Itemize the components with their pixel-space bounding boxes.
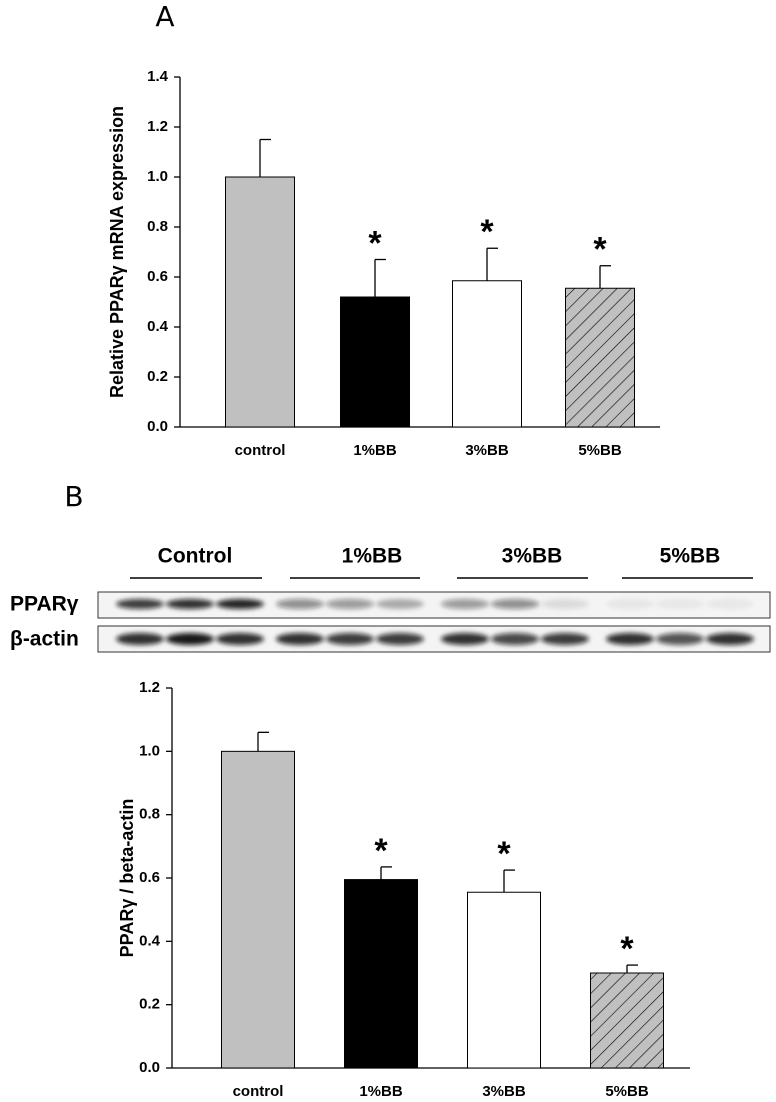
y-tick-label: 0.8 xyxy=(139,806,160,823)
band xyxy=(441,599,489,609)
y-tick-label: 0.0 xyxy=(147,418,168,435)
y-tick-label: 0.6 xyxy=(147,268,168,285)
group-label: Control xyxy=(158,545,233,568)
band xyxy=(276,633,324,645)
bar xyxy=(590,972,664,1069)
y-tick-label: 0.4 xyxy=(147,318,169,335)
band xyxy=(326,633,374,645)
significance-mark: * xyxy=(593,231,607,269)
band xyxy=(491,599,539,609)
band xyxy=(541,633,589,645)
band xyxy=(376,599,424,609)
band xyxy=(706,633,754,645)
x-tick-label: 5%BB xyxy=(605,1083,649,1100)
y-axis-label: Relative PPARγ mRNA expression xyxy=(107,106,127,398)
band xyxy=(491,633,539,645)
row-label: β-actin xyxy=(10,628,79,651)
band xyxy=(216,633,264,645)
x-tick-label: control xyxy=(233,1083,284,1100)
x-tick-label: control xyxy=(235,442,286,459)
x-tick-label: 1%BB xyxy=(353,442,397,459)
band xyxy=(706,599,754,609)
bar xyxy=(467,891,541,1069)
group-label: 3%BB xyxy=(502,545,563,568)
x-tick-label: 1%BB xyxy=(359,1083,403,1100)
band xyxy=(606,599,654,609)
band xyxy=(276,599,324,609)
band xyxy=(116,633,164,645)
band xyxy=(656,633,704,645)
band xyxy=(166,633,214,645)
bar xyxy=(221,750,295,1069)
bar xyxy=(565,287,635,428)
band xyxy=(326,599,374,609)
band xyxy=(441,633,489,645)
significance-mark: * xyxy=(480,213,494,251)
y-tick-label: 1.2 xyxy=(147,118,168,135)
group-label: 5%BB xyxy=(660,545,721,568)
band xyxy=(216,599,264,609)
significance-mark: * xyxy=(368,224,382,262)
significance-mark: * xyxy=(620,930,634,968)
band xyxy=(376,633,424,645)
y-tick-label: 0.0 xyxy=(139,1059,160,1076)
blot: Control 1%BB 3%BB 5%BB PPARγ β-actin xyxy=(10,545,771,653)
y-tick-label: 0.2 xyxy=(139,996,160,1013)
significance-mark: * xyxy=(497,835,511,873)
x-tick-label: 3%BB xyxy=(465,442,509,459)
y-tick-label: 1.0 xyxy=(139,742,160,759)
x-tick-label: 5%BB xyxy=(578,442,622,459)
panel-label: A xyxy=(155,0,174,33)
bar xyxy=(340,296,410,428)
bar xyxy=(225,176,295,428)
band xyxy=(166,599,214,609)
band xyxy=(606,633,654,645)
y-tick-label: 0.2 xyxy=(147,368,168,385)
panel-label: B xyxy=(64,480,83,513)
row-label: PPARγ xyxy=(10,593,79,616)
y-tick-label: 0.4 xyxy=(139,932,161,949)
y-axis-label: PPARγ / beta-actin xyxy=(117,799,137,958)
significance-mark: * xyxy=(374,832,388,870)
y-tick-label: 0.6 xyxy=(139,869,160,886)
band xyxy=(116,599,164,609)
bar xyxy=(344,879,418,1069)
y-tick-label: 1.2 xyxy=(139,679,160,696)
y-tick-label: 1.4 xyxy=(147,68,169,85)
y-tick-label: 1.0 xyxy=(147,168,168,185)
bar xyxy=(452,280,522,428)
bands xyxy=(116,599,754,645)
band xyxy=(541,599,589,609)
y-tick-label: 0.8 xyxy=(147,218,168,235)
band xyxy=(656,599,704,609)
x-tick-label: 3%BB xyxy=(482,1083,526,1100)
group-label: 1%BB xyxy=(342,545,403,568)
